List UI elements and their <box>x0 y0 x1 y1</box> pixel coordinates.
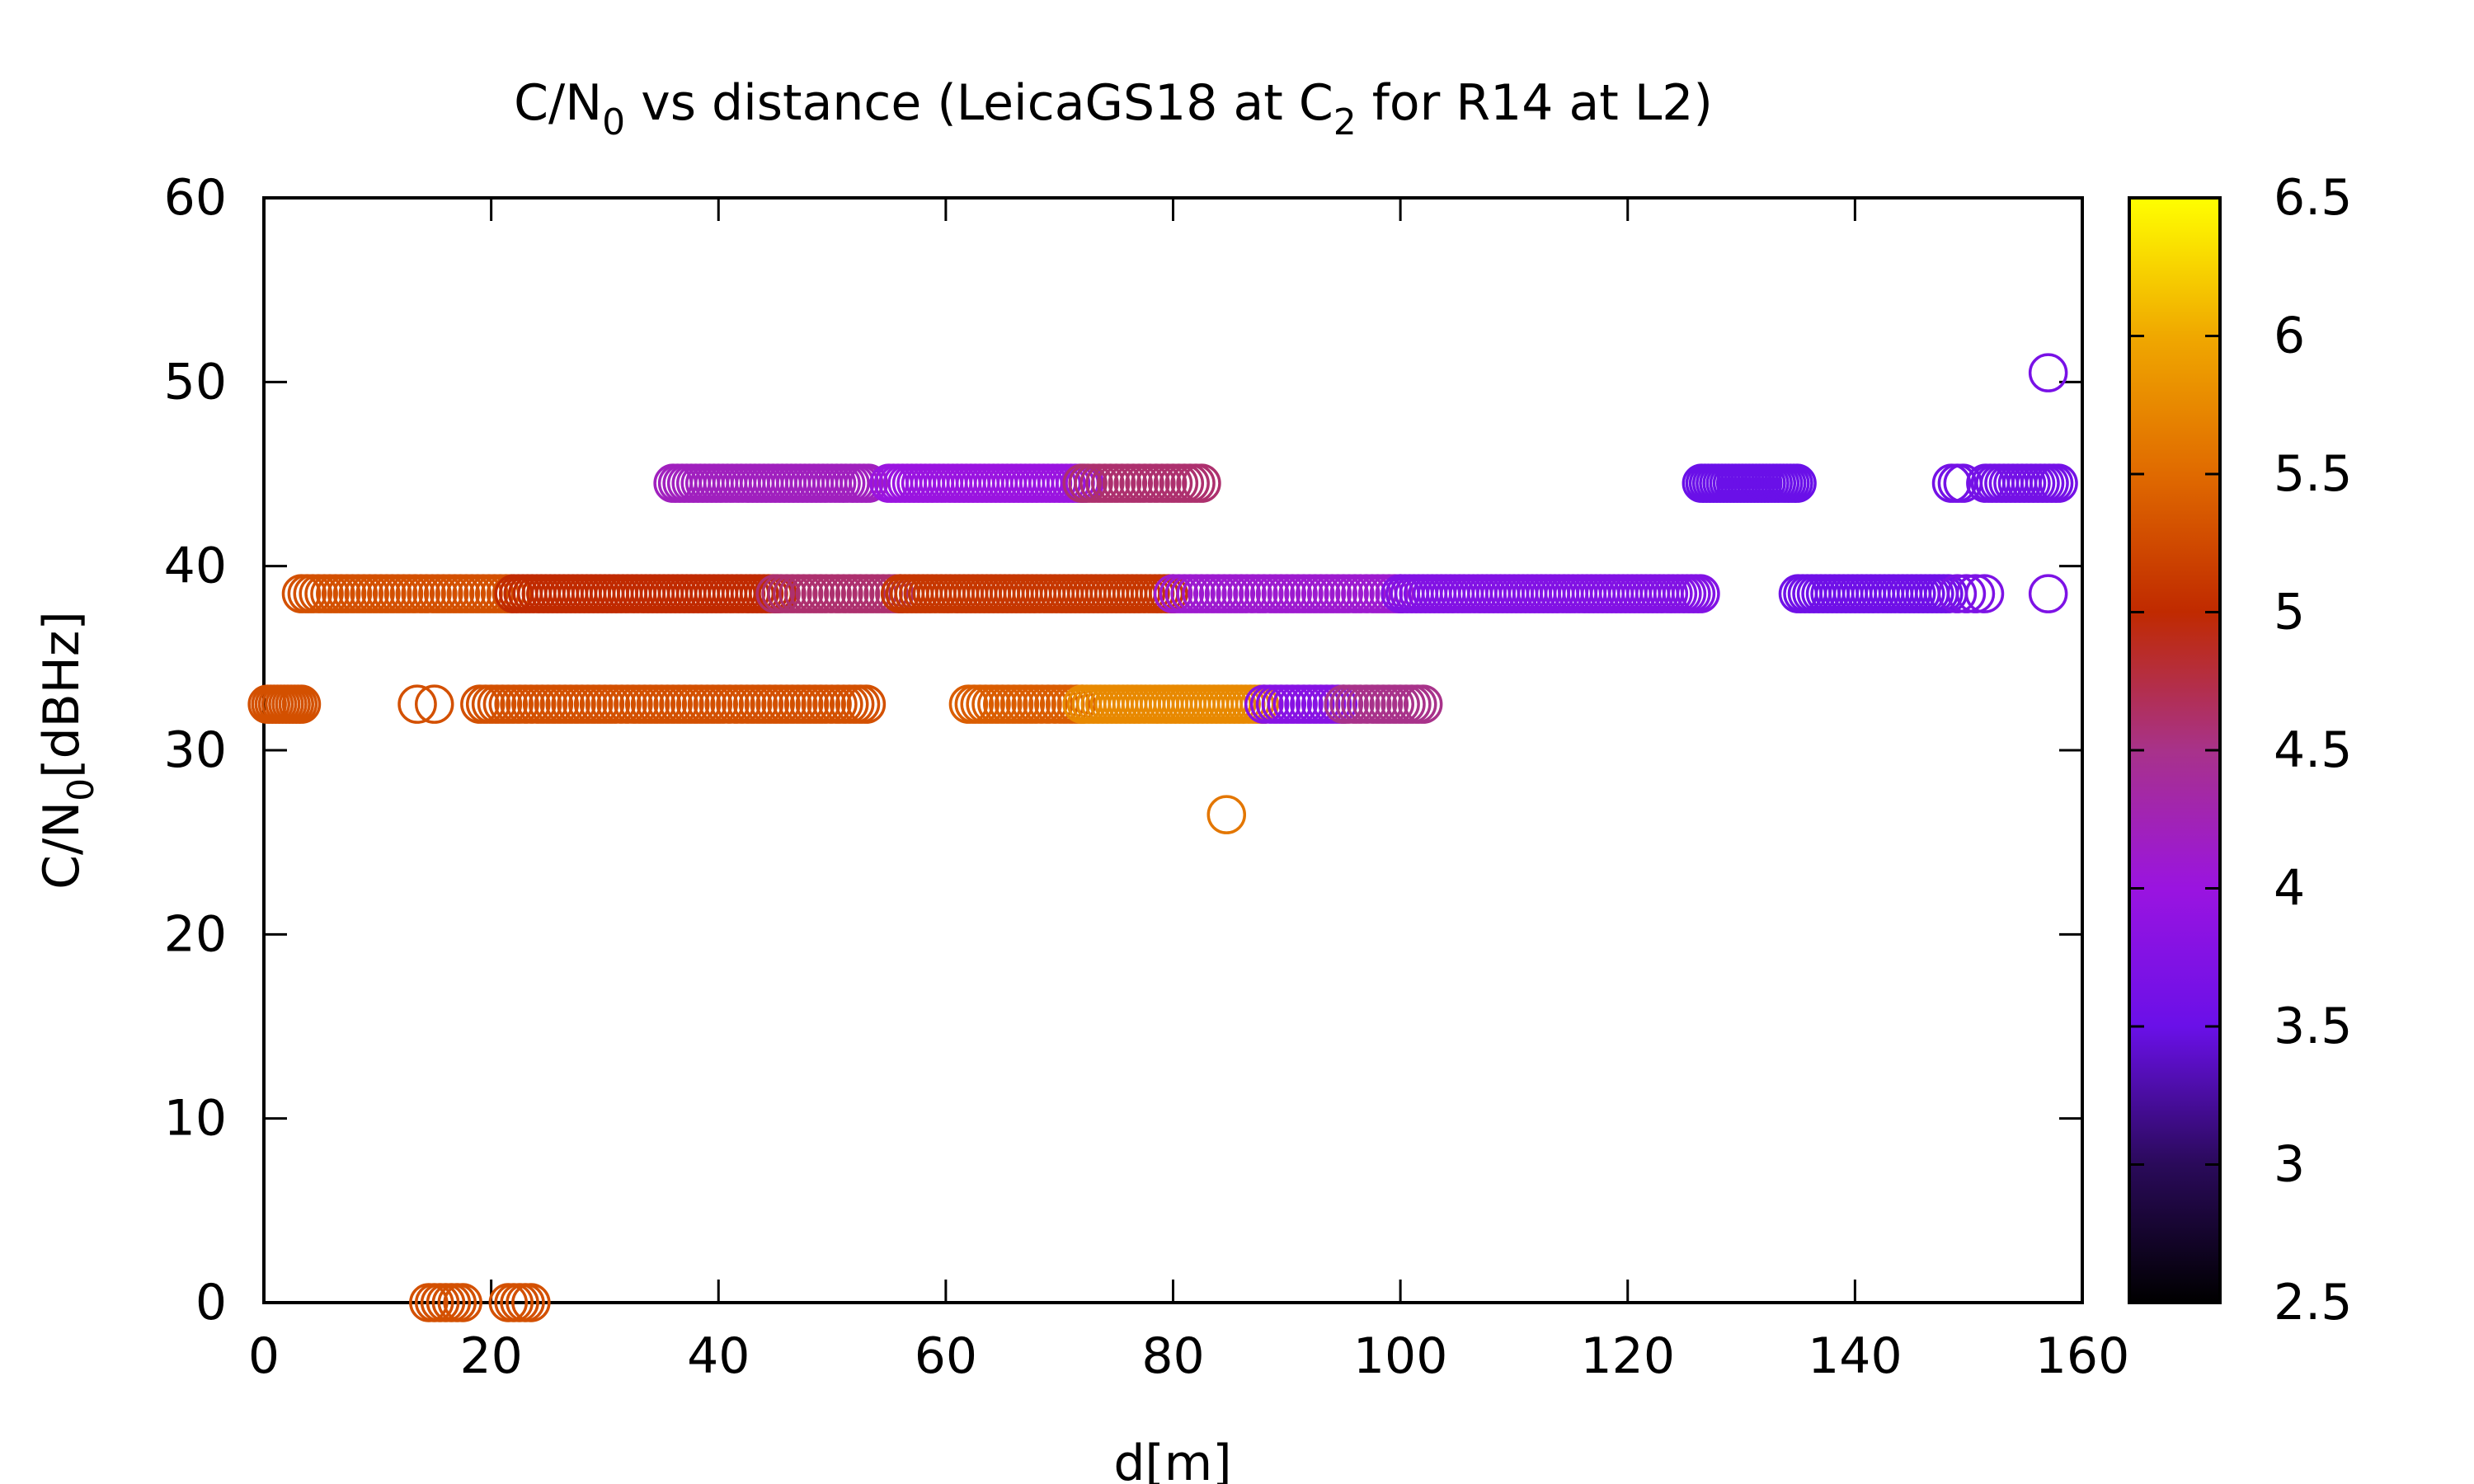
data-point <box>2028 574 2068 613</box>
x-tick-label: 40 <box>687 1327 750 1385</box>
colorbar-tick-label: 3.5 <box>2274 998 2352 1055</box>
data-point <box>1946 574 1987 613</box>
data-point <box>1403 684 1443 724</box>
y-tick-label: 60 <box>164 169 227 227</box>
colorbar-tick-label: 6.5 <box>2274 169 2352 227</box>
colorbar-tick-label: 4 <box>2274 860 2305 918</box>
y-tick-label: 10 <box>164 1090 227 1148</box>
x-tick-label: 100 <box>1353 1327 1448 1385</box>
y-tick-label: 20 <box>164 905 227 963</box>
ylabel-part: [dBHz] <box>33 611 91 778</box>
title-part: for R14 at L2) <box>1357 74 1713 132</box>
ylabel-part: C/N <box>33 801 91 890</box>
x-tick-label: 120 <box>1580 1327 1675 1385</box>
x-tick-label: 80 <box>1141 1327 1204 1385</box>
chart-title: C/N0 vs distance (LeicaGS18 at C2 for R1… <box>514 74 1713 143</box>
title-subscript: 2 <box>1333 101 1357 143</box>
data-point <box>846 684 887 724</box>
data-point <box>414 684 454 724</box>
data-point <box>443 1283 482 1322</box>
y-tick-label: 30 <box>164 721 227 779</box>
data-point <box>1777 463 1817 503</box>
x-axis-label: d[m] <box>1113 1435 1231 1484</box>
data-point <box>1964 574 2005 613</box>
data-point <box>397 684 437 724</box>
x-tick-label: 140 <box>1808 1327 1903 1385</box>
title-part: vs distance (LeicaGS18 at C <box>625 74 1333 132</box>
data-point <box>1681 574 1720 613</box>
plot-frame <box>262 196 2084 1304</box>
y-tick-label: 50 <box>164 353 227 411</box>
title-part: C/N <box>514 74 602 132</box>
ylabel-subscript: 0 <box>60 778 102 801</box>
colorbar-tick-label: 2.5 <box>2274 1274 2352 1331</box>
data-point <box>1182 463 1221 503</box>
data-point <box>1206 795 1247 834</box>
y-tick-label: 40 <box>164 538 227 595</box>
colorbar-tick-label: 5.5 <box>2274 445 2352 503</box>
title-subscript: 0 <box>602 101 625 143</box>
data-point <box>281 684 322 724</box>
x-tick-label: 160 <box>2035 1327 2130 1385</box>
y-tick-label: 0 <box>195 1274 227 1331</box>
data-point <box>849 463 888 503</box>
colorbar-axis: 2.5 3 3.5 4 4.5 5 5.5 6 6.5 <box>2129 169 2352 1331</box>
x-tick-label: 20 <box>459 1327 522 1385</box>
colorbar <box>2128 196 2222 1304</box>
y-axis: 0 10 20 30 40 50 60 <box>164 169 2082 1331</box>
data-point <box>511 1283 551 1322</box>
y-axis-label: C/N0[dBHz] <box>33 611 102 890</box>
x-tick-label: 60 <box>915 1327 977 1385</box>
colorbar-tick-label: 4.5 <box>2274 721 2352 779</box>
data-point <box>1955 574 1996 613</box>
data-points <box>247 353 2078 1322</box>
data-point <box>2039 463 2078 503</box>
colorbar-tick-label: 6 <box>2274 308 2305 365</box>
x-axis: 0 20 40 60 80 100 120 140 160 <box>248 198 2129 1385</box>
data-point <box>1937 574 1978 613</box>
colorbar-tick-label: 5 <box>2274 584 2305 641</box>
x-tick-label: 0 <box>248 1327 280 1385</box>
colorbar-tick-label: 3 <box>2274 1136 2305 1194</box>
data-point <box>2028 353 2068 392</box>
